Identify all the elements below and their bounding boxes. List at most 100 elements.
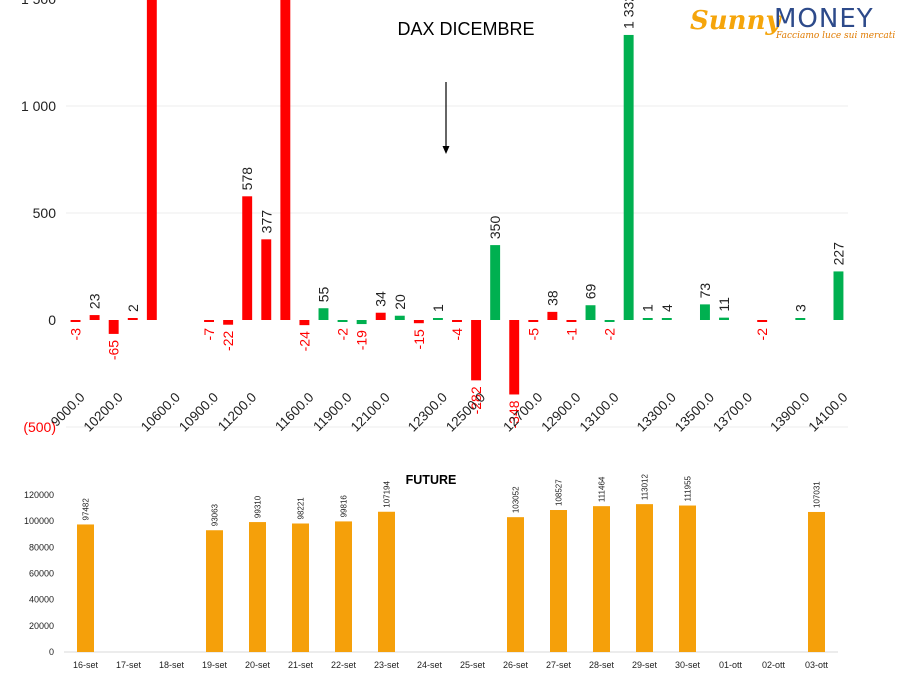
x-tick-label: 10600.0 [138, 390, 183, 435]
logo-tagline: Facciamo luce sui mercati [776, 31, 896, 41]
future-data-label: 113012 [641, 473, 650, 500]
future-category-label: 30-set [675, 660, 701, 670]
future-category-label: 18-set [159, 660, 185, 670]
bar [719, 317, 729, 320]
bar [795, 318, 806, 320]
future-y-tick-label: 0 [49, 647, 54, 657]
future-category-label: 23-set [374, 660, 400, 670]
bar [89, 315, 100, 320]
data-label: 55 [315, 286, 331, 302]
y-tick-label: 1 500 [21, 0, 56, 7]
future-bar [550, 510, 567, 652]
future-data-label: 108527 [555, 479, 564, 506]
future-category-label: 27-set [546, 660, 572, 670]
future-y-tick-label: 80000 [29, 542, 54, 552]
bar [452, 320, 462, 322]
data-label: 11 [716, 297, 732, 312]
x-tick-label: 12100.0 [348, 390, 393, 435]
bar [528, 320, 539, 322]
bar [146, 0, 157, 320]
future-category-label: 25-set [460, 660, 486, 670]
future-category-label: 28-set [589, 660, 615, 670]
future-bar [335, 521, 352, 652]
future-category-label: 29-set [632, 660, 658, 670]
x-tick-label: 13700.0 [710, 390, 755, 435]
bar [642, 318, 653, 320]
bar [223, 320, 234, 325]
data-label: 73 [697, 283, 713, 299]
data-label: -2 [602, 328, 618, 341]
data-label: -348 [506, 400, 522, 428]
data-label: 578 [239, 167, 255, 191]
bar [471, 320, 482, 381]
future-bar [808, 511, 825, 652]
x-tick-label: 10900.0 [176, 390, 221, 435]
future-data-label: 99310 [254, 495, 263, 518]
x-tick-label: 13900.0 [767, 390, 812, 435]
future-y-tick-label: 20000 [29, 621, 54, 631]
data-label: -24 [296, 331, 312, 351]
data-label: -22 [220, 330, 236, 350]
bar [585, 305, 596, 320]
x-tick-label: 13100.0 [577, 390, 622, 435]
bar [623, 34, 634, 321]
future-data-label: 103052 [512, 486, 521, 513]
future-category-label: 19-set [202, 660, 228, 670]
bar [509, 320, 520, 395]
future-y-tick-label: 120000 [24, 490, 54, 500]
future-data-label: 99816 [340, 495, 349, 518]
data-label: -19 [354, 330, 370, 350]
data-label: -7 [201, 328, 217, 341]
bar [757, 320, 768, 322]
data-label: 1 332 [621, 0, 637, 29]
data-label: -282 [468, 386, 484, 414]
future-y-tick-label: 60000 [29, 569, 54, 579]
data-label: -15 [411, 329, 427, 349]
data-label: 20 [392, 294, 408, 310]
future-chart-title: FUTURE [406, 473, 457, 487]
data-label: -1 [563, 328, 579, 341]
x-tick-label: 14100.0 [805, 390, 850, 435]
bar [394, 315, 405, 320]
future-bar [292, 523, 309, 652]
future-data-label: 107031 [813, 481, 822, 508]
x-tick-label: 13300.0 [634, 390, 679, 435]
bar [490, 245, 501, 320]
data-label: 377 [258, 210, 274, 234]
data-label: -2 [754, 328, 770, 341]
bar [318, 308, 329, 320]
down-arrow-icon [442, 146, 450, 154]
bar [356, 320, 367, 325]
bar [432, 318, 443, 320]
bar [413, 320, 424, 324]
future-bar [679, 505, 696, 652]
bar [70, 320, 81, 322]
x-tick-label: 10200.0 [81, 390, 126, 435]
logo-money: MONEY [774, 4, 874, 34]
future-y-tick-label: 100000 [24, 516, 54, 526]
future-category-label: 22-set [331, 660, 357, 670]
bar [280, 0, 291, 320]
x-tick-label: 12300.0 [405, 390, 450, 435]
future-bar [77, 524, 94, 652]
bar [661, 318, 672, 320]
bar [699, 304, 710, 320]
data-label: -5 [525, 328, 541, 341]
bar [299, 320, 310, 326]
future-category-label: 26-set [503, 660, 529, 670]
data-label: 38 [544, 290, 560, 306]
sunny-money-logo: Sunny MONEY Facciamo luce sui mercati [690, 4, 900, 44]
data-label: 69 [583, 283, 599, 299]
data-label: 227 [830, 242, 846, 266]
future-category-label: 24-set [417, 660, 443, 670]
y-tick-label: 0 [48, 312, 56, 328]
bar [604, 320, 615, 322]
data-label: 350 [487, 216, 503, 240]
future-category-label: 20-set [245, 660, 271, 670]
data-label: 1 [430, 304, 446, 312]
future-data-label: 93063 [211, 503, 220, 526]
future-bar [249, 522, 266, 652]
future-y-tick-label: 40000 [29, 595, 54, 605]
future-bar [206, 530, 223, 652]
